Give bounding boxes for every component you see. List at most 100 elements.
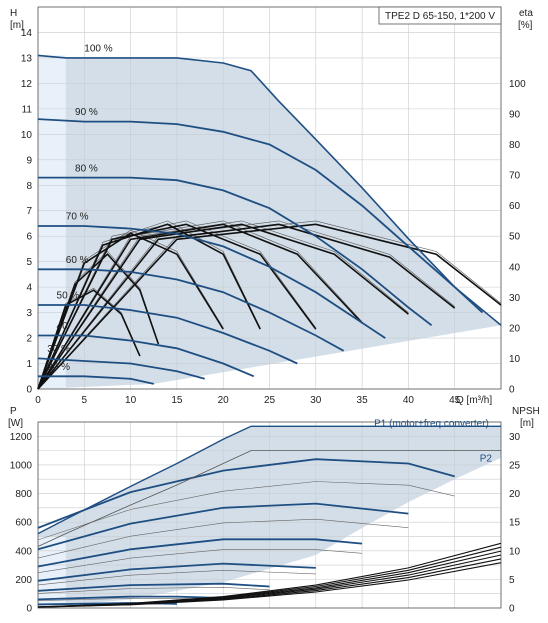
- y-tick-right: 20: [509, 489, 521, 500]
- head-curve: [38, 304, 298, 365]
- y-axis-unit-left: [W]: [8, 418, 23, 429]
- speed-label: 30 %: [47, 344, 70, 355]
- efficiency-curve-thin: [37, 220, 455, 390]
- power-curve: [37, 595, 224, 601]
- efficiency-curve-thin: [37, 220, 502, 390]
- y-tick-right: 30: [509, 293, 521, 304]
- x-tick: 30: [310, 395, 322, 406]
- y-tick-left: 0: [26, 604, 32, 615]
- y-tick-right: 40: [509, 262, 521, 273]
- p2-limit-curve: [37, 450, 501, 547]
- efficiency-curve: [37, 253, 160, 390]
- y-tick-right: 20: [509, 323, 521, 334]
- y-tick-left: 800: [15, 489, 32, 500]
- y-axis-label-right: eta: [519, 8, 533, 19]
- chart-title: TPE2 D 65-150, 1*200 V: [385, 11, 495, 22]
- y-tick-left: 200: [15, 575, 32, 586]
- x-tick: 40: [403, 395, 415, 406]
- y-tick-left: 1200: [10, 432, 33, 443]
- head-curve: [37, 54, 502, 326]
- y-tick-right: 0: [509, 604, 515, 615]
- efficiency-curve-thin: [37, 220, 363, 390]
- efficiency-curve: [37, 223, 502, 390]
- head-curve: [37, 118, 484, 314]
- y-tick-right: 5: [509, 575, 515, 586]
- power-curve-thin: [37, 518, 409, 559]
- y-tick-left: 9: [26, 155, 32, 166]
- power-curve-thin: [37, 549, 363, 573]
- x-tick: 20: [218, 395, 230, 406]
- efficiency-curve-thin: [37, 220, 317, 390]
- y-tick-right: 30: [509, 432, 521, 443]
- power-curve: [37, 502, 409, 551]
- power-curve-thin: [37, 586, 270, 594]
- plot-frame: [37, 6, 502, 390]
- y-tick-left: 13: [21, 53, 33, 64]
- x-tick: 35: [357, 395, 369, 406]
- efficiency-curve: [37, 223, 409, 390]
- y-tick-left: 11: [22, 104, 33, 115]
- x-tick: 15: [171, 395, 183, 406]
- efficiency-curve: [37, 223, 317, 390]
- efficiency-curve: [37, 223, 261, 390]
- y-axis-label-left: P: [10, 406, 17, 417]
- power-curve: [37, 458, 455, 529]
- speed-label: 80 %: [75, 163, 98, 174]
- speed-label: 60 %: [66, 255, 89, 266]
- y-tick-left: 400: [15, 546, 32, 557]
- title-box: [378, 6, 502, 25]
- x-tick: 0: [35, 395, 41, 406]
- y-tick-right: 90: [509, 109, 521, 120]
- y-tick-right: 70: [509, 171, 521, 182]
- y-tick-right: 10: [509, 354, 521, 365]
- y-axis-label-left: H: [10, 8, 17, 19]
- y-tick-left: 14: [21, 28, 33, 39]
- y-tick-right: 50: [509, 232, 521, 243]
- power-curve-thin: [37, 481, 455, 541]
- y-tick-left: 10: [21, 130, 33, 141]
- x-tick: 5: [82, 395, 88, 406]
- y-axis-label-right: NPSH: [512, 406, 540, 417]
- power-curve-thin: [37, 569, 316, 586]
- y-tick-left: 5: [26, 257, 32, 268]
- speed-label: 40: [57, 321, 69, 332]
- efficiency-curve: [37, 289, 141, 390]
- speed-label: 100 %: [84, 44, 112, 55]
- x-tick: 25: [264, 395, 276, 406]
- head-curve: [38, 268, 345, 352]
- efficiency-curve: [37, 223, 363, 390]
- head-curve: [38, 176, 433, 327]
- y-tick-left: 600: [15, 518, 32, 529]
- y-tick-left: 12: [21, 79, 33, 90]
- y-tick-left: 1000: [10, 460, 33, 471]
- y-tick-left: 2: [26, 334, 32, 345]
- y-tick-left: 4: [26, 283, 32, 294]
- y-tick-left: 0: [26, 385, 32, 396]
- p1-limit-curve: [37, 425, 501, 535]
- p2-legend-label: P2: [480, 453, 493, 464]
- y-tick-right: 15: [509, 518, 521, 529]
- efficiency-curve: [37, 223, 456, 390]
- npsh-curve: [37, 542, 502, 608]
- speed-label: 70 %: [66, 212, 89, 223]
- y-tick-right: 25: [509, 460, 521, 471]
- y-tick-left: 7: [26, 206, 32, 217]
- plot-frame: [37, 421, 502, 609]
- y-axis-unit-right: [%]: [518, 20, 533, 31]
- power-curve: [37, 582, 270, 592]
- y-tick-left: 6: [26, 232, 32, 243]
- y-tick-right: 60: [509, 201, 521, 212]
- head-curve: [38, 375, 154, 385]
- y-tick-right: 80: [509, 140, 521, 151]
- x-axis-label: Q [m³/h]: [456, 395, 492, 406]
- head-curve: [38, 334, 255, 378]
- speed-label: 20 %: [47, 362, 70, 373]
- y-tick-left: 1: [26, 359, 32, 370]
- speed-label: 50 %: [57, 291, 80, 302]
- min-flow-area: [38, 55, 66, 390]
- y-axis-unit-left: [m]: [10, 20, 24, 31]
- y-tick-left: 8: [26, 181, 32, 192]
- efficiency-curve-thin: [37, 220, 409, 390]
- p1-legend-label: P1 (motor+freq.converter): [374, 418, 489, 429]
- x-tick: 10: [125, 395, 137, 406]
